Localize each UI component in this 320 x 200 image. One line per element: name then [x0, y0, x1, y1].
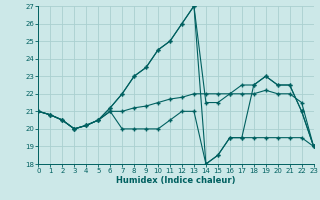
X-axis label: Humidex (Indice chaleur): Humidex (Indice chaleur) — [116, 176, 236, 185]
